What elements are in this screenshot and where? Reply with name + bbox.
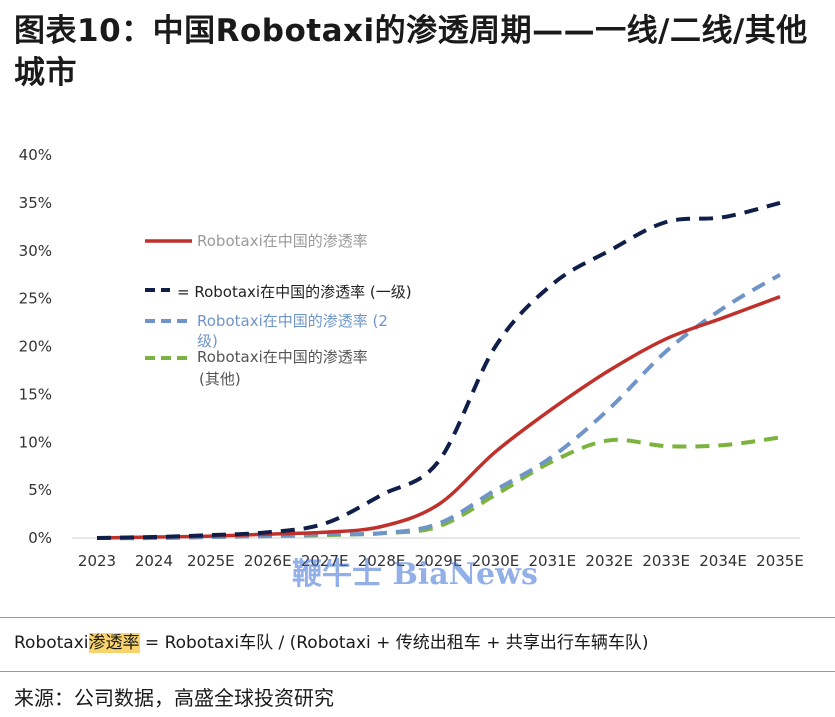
legend-label-tier1: = Robotaxi在中国的渗透率 (一级) <box>177 283 412 301</box>
x-tick-label: 2023 <box>78 552 116 570</box>
legend-label-tier2-line1: Robotaxi在中国的渗透率 (2 <box>197 312 388 330</box>
series-layer <box>96 200 782 541</box>
legend-label-other-line2: (其他) <box>199 370 241 388</box>
x-tick-label: 2032E <box>585 552 633 570</box>
formula-highlight: 渗透率 <box>88 633 140 653</box>
y-tick-label: 40% <box>19 146 52 164</box>
x-tick-label: 2024 <box>135 552 173 570</box>
x-tick-label: 2025E <box>187 552 235 570</box>
legend-label-tier2-line2: 级) <box>197 332 218 350</box>
legend-label-other-line1: Robotaxi在中国的渗透率 <box>197 348 368 366</box>
x-tick-label: 2030E <box>472 552 520 570</box>
x-tick-label: 2029E <box>415 552 463 570</box>
divider-top <box>0 617 835 618</box>
series-line-0 <box>96 295 781 540</box>
chart-title: 图表10：中国Robotaxi的渗透周期——一线/二线/其他城市 <box>14 13 808 91</box>
formula-note: Robotaxi渗透率 = Robotaxi车队 / (Robotaxi + 传… <box>14 628 649 653</box>
x-tick-label: 2034E <box>699 552 747 570</box>
y-axis: 0% 5% 10% 15% 20% 25% 30% 35% 40% <box>19 146 52 547</box>
y-tick-label: 25% <box>19 290 52 308</box>
formula-rest: = Robotaxi车队 / (Robotaxi + 传统出租车 + 共享出行车… <box>139 633 649 653</box>
y-tick-label: 10% <box>19 433 52 451</box>
y-tick-label: 35% <box>19 194 52 212</box>
series-line-3 <box>96 435 781 541</box>
line-chart: 0%5%10%15%20%25%30%35%40% 2023 2024 2025E 2… <box>19 146 804 592</box>
formula-prefix: Robotaxi <box>14 633 89 653</box>
x-tick-label: 2035E <box>756 552 804 570</box>
x-axis: 2023 2024 2025E 2026E 2027E 2028E 2029E 2030E 20… <box>78 552 804 570</box>
y-tick-label: 20% <box>19 338 52 356</box>
source-note: 来源：公司数据，高盛全球投资研究 <box>14 686 334 710</box>
legend-label-red: Robotaxi在中国的渗透率 <box>197 232 368 250</box>
x-tick-label: 2027E <box>301 552 349 570</box>
y-tick-label: 15% <box>19 385 52 403</box>
x-tick-label: 2033E <box>642 552 690 570</box>
divider-middle <box>0 671 835 672</box>
y-tick-label: 30% <box>19 242 52 260</box>
series-line-1 <box>96 200 781 540</box>
y-tick-label: 0% <box>28 529 52 547</box>
watermark: 鞭牛士 BiaNews <box>292 557 538 592</box>
x-tick-label: 2028E <box>358 552 406 570</box>
x-tick-label: 2026E <box>244 552 292 570</box>
y-tick-label: 5% <box>28 481 52 499</box>
legend: Robotaxi在中国的渗透率 = Robotaxi在中国的渗透率 (一级) R… <box>145 232 412 388</box>
x-tick-label: 2031E <box>529 552 577 570</box>
